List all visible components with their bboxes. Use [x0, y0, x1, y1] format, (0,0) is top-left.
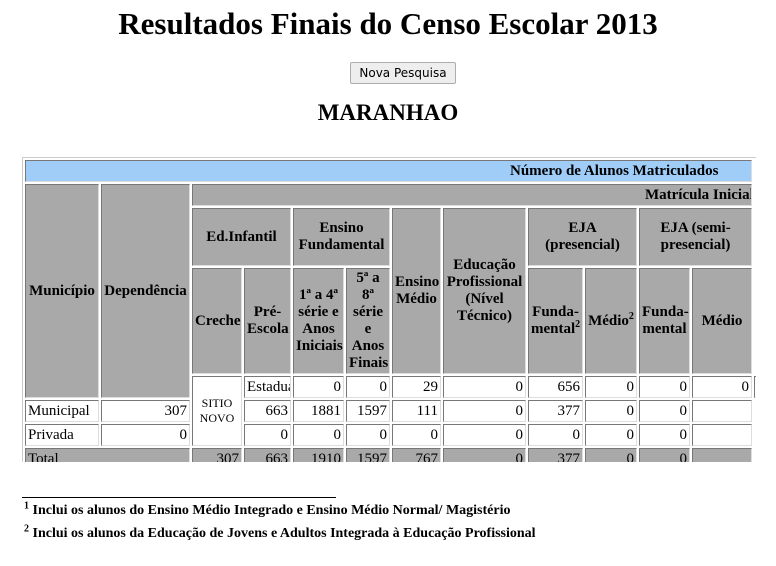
clipped-cell [692, 448, 753, 462]
value-cell: 0 [346, 376, 390, 398]
value-cell: 0 [585, 376, 637, 398]
footnote-text: Inclui os alunos do Ensino Médio Integra… [32, 503, 511, 518]
value-cell: 0 [585, 424, 637, 446]
value-cell: 0 [346, 424, 390, 446]
subbanner-header: Matrícula Inicial [192, 184, 753, 206]
value-cell: 0 [293, 424, 344, 446]
value-cell: 0 [443, 448, 526, 462]
table-row: Número de Alunos Matriculados [25, 160, 756, 182]
column-header-text: Pré-Escola [247, 304, 289, 337]
footnote-mark: 2 [24, 523, 29, 535]
footnote: 2 Inclui os alunos da Educação de Jovens… [24, 523, 536, 542]
group-header: EJA (presencial) [528, 208, 637, 266]
column-header: Médio [692, 268, 753, 374]
footnote-rule [22, 497, 336, 498]
results-table: Número de Alunos Matriculados Município De… [22, 157, 756, 462]
column-header-text: Médio [701, 312, 743, 329]
clipped-cell [692, 424, 753, 446]
group-header: Ed.Infantil [192, 208, 291, 266]
value-cell: 29 [392, 376, 441, 398]
column-header-text: Creche [195, 312, 241, 329]
value-cell: 0 [585, 400, 637, 422]
value-cell: 0 [443, 400, 526, 422]
dependencia-header: Dependência [101, 184, 190, 398]
value-cell: 0 [101, 424, 190, 446]
column-header-note: 2 [575, 319, 581, 330]
value-cell: 0 [443, 376, 526, 398]
column-header: Pré-Escola [244, 268, 291, 374]
value-cell: 767 [392, 448, 441, 462]
value-cell: 0 [443, 424, 526, 446]
value-cell: 377 [528, 400, 583, 422]
value-cell: 663 [244, 448, 291, 462]
table-container: Número de Alunos Matriculados Município De… [22, 157, 756, 462]
group-header: Ensino Médio [392, 208, 441, 374]
value-cell: 1597 [346, 448, 390, 462]
banner-header: Número de Alunos Matriculados [25, 160, 753, 182]
footnote: 1 Inclui os alunos do Ensino Médio Integ… [24, 500, 511, 519]
page-title: Resultados Finais do Censo Escolar 2013 [118, 6, 658, 41]
column-header-text: Funda-mental [531, 304, 579, 337]
table-row: Privada 0 0 0 0 0 0 0 0 0 [25, 424, 756, 446]
column-header-text: 5ª a 8ª série e Anos Finais [349, 270, 389, 371]
table-row: SITIO NOVOEstadual002906560000 [25, 376, 756, 446]
new-search-button[interactable]: Nova Pesquisa [350, 62, 456, 84]
value-cell: 0 [639, 448, 690, 462]
value-cell: 0 [639, 376, 690, 398]
value-cell: 0 [528, 424, 583, 446]
group-header: Ensino Fundamental [293, 208, 390, 266]
value-cell: 0 [392, 424, 441, 446]
value-cell: 0 [692, 376, 753, 398]
group-header: EJA (semi-presencial) [639, 208, 753, 266]
group-header: Educação Profissional (Nível Técnico) [443, 208, 526, 374]
table-row: Creche Pré-Escola 1ª a 4ª série e Anos Ini… [25, 268, 756, 374]
state-name: MARANHAO [317, 100, 459, 125]
value-cell: 0 [585, 448, 637, 462]
dependencia-cell: Privada [25, 424, 99, 446]
municipio-header: Município [25, 184, 99, 398]
value-cell: 1597 [346, 400, 390, 422]
dependencia-cell: Municipal [25, 400, 99, 422]
value-cell: 307 [192, 448, 242, 462]
table-row: Total 307 663 1910 1597 767 0 377 0 0 [25, 448, 756, 462]
footnote-mark: 1 [24, 500, 29, 512]
value-cell: 656 [528, 376, 583, 398]
value-cell: 1881 [293, 400, 344, 422]
value-cell: 377 [528, 448, 583, 462]
column-header-text: Funda-mental [642, 304, 689, 337]
value-cell: 0 [244, 424, 291, 446]
table-row: Municipal 307 663 1881 1597 111 0 377 0 0 [25, 400, 756, 422]
value-cell: 0 [293, 376, 344, 398]
column-header: Médio2 [585, 268, 637, 374]
value-cell: 111 [392, 400, 441, 422]
table-row: Município Dependência Matrícula Inicial [25, 184, 756, 398]
value-cell: 663 [244, 400, 291, 422]
value-cell: 0 [639, 400, 690, 422]
column-header: 5ª a 8ª série e Anos Finais [346, 268, 390, 374]
footnote-text: Inclui os alunos da Educação de Jovens e… [32, 526, 536, 541]
dependencia-cell: Total [25, 448, 190, 462]
municipio-cell: SITIO NOVO [192, 376, 242, 446]
value-cell: 0 [639, 424, 690, 446]
column-header: Funda-mental2 [528, 268, 583, 374]
column-header: 1ª a 4ª série e Anos Iniciais [293, 268, 344, 374]
column-header: Funda-mental [639, 268, 690, 374]
column-header-note: 2 [628, 310, 634, 322]
value-cell: 307 [101, 400, 190, 422]
dependencia-cell: Estadual [244, 376, 291, 398]
table-row: Ed.Infantil Ensino Fundamental Ensino Médi… [25, 208, 756, 374]
column-header-text: 1ª a 4ª série e Anos Iniciais [296, 287, 343, 354]
value-cell: 0 [754, 376, 756, 398]
value-cell: 1910 [293, 448, 344, 462]
clipped-cell [692, 400, 753, 422]
column-header-text: Médio [588, 312, 629, 329]
column-header: Creche [192, 268, 242, 374]
